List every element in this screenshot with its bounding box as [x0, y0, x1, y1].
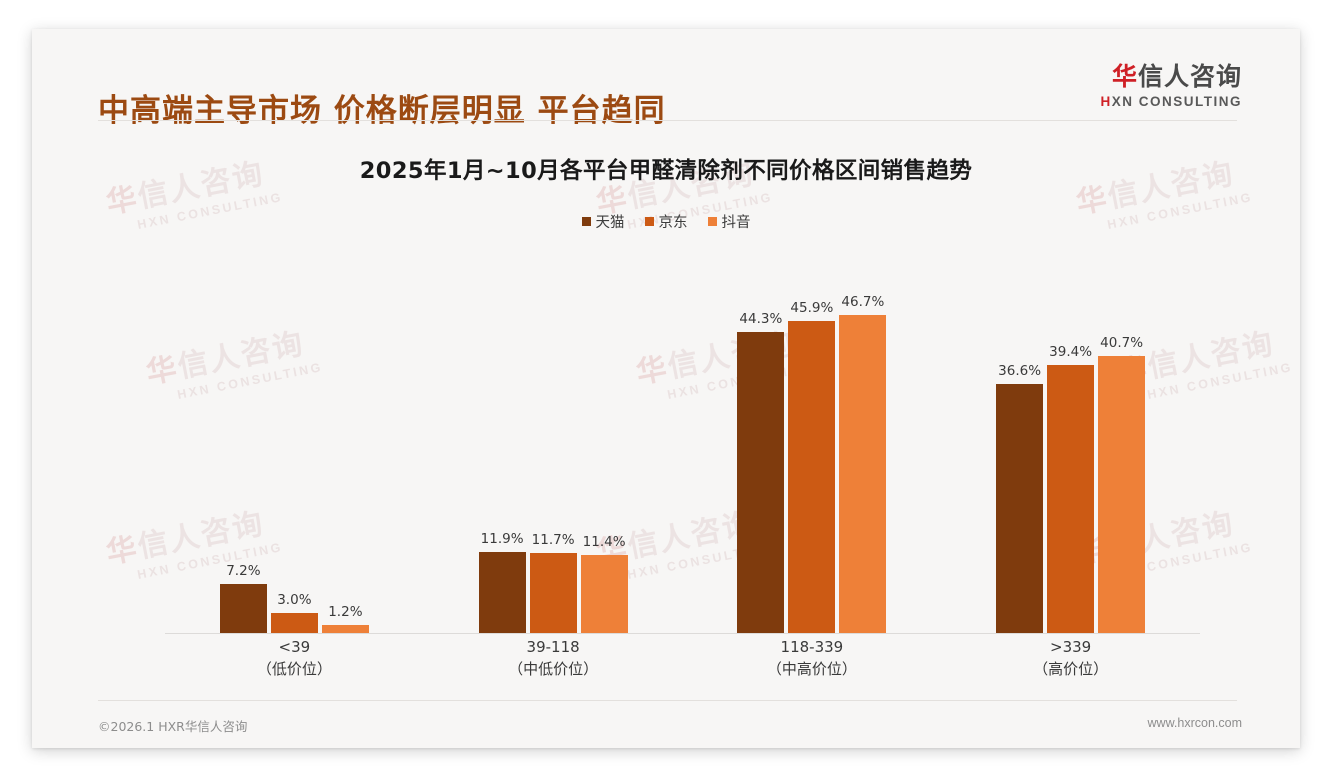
- bar-value-label: 3.0%: [277, 591, 312, 608]
- bar-group-2: 11.9% 11.7% 11.4%: [424, 244, 683, 633]
- legend-swatch-icon: [707, 217, 717, 226]
- bar[interactable]: [737, 331, 785, 633]
- bar-item[interactable]: 11.9%: [478, 244, 526, 633]
- x-axis-label-range: >339: [1050, 638, 1092, 656]
- bar-value-label: 40.7%: [1100, 335, 1144, 352]
- legend-swatch-icon: [644, 217, 654, 226]
- bar-item[interactable]: 7.2%: [219, 244, 267, 633]
- bar[interactable]: [580, 555, 628, 633]
- brand-logo-cn-accent: 华: [1111, 62, 1138, 91]
- x-axis-label-1: <39 （低价位）: [165, 637, 424, 681]
- slide-card: 华信人咨询 HXN CONSULTING 华信人咨询 HXN CONSULTING 华信…: [32, 29, 1300, 748]
- bar[interactable]: [478, 552, 526, 633]
- x-axis-label-range: <39: [278, 638, 311, 656]
- bar-item[interactable]: 45.9%: [788, 244, 836, 633]
- x-axis-labels: <39 （低价位） 39-118 （中低价位） 118-339 （中高价位） >339 （高价…: [165, 637, 1200, 681]
- bar-item[interactable]: 1.2%: [321, 244, 369, 633]
- legend-item-1[interactable]: 天猫: [581, 211, 625, 232]
- bar[interactable]: [839, 315, 887, 633]
- chart-legend: 天猫 京东 抖音: [32, 211, 1300, 232]
- bar-item[interactable]: 44.3%: [737, 244, 785, 633]
- x-axis-label-tier: （中高价位）: [766, 659, 857, 678]
- bar-item[interactable]: 46.7%: [839, 244, 887, 633]
- x-axis-label-4: >339 （高价位）: [941, 637, 1200, 681]
- x-axis-label-tier: （高价位）: [1033, 659, 1109, 678]
- brand-logo-cn-rest: 信人咨询: [1137, 62, 1242, 91]
- footer-divider: [98, 700, 1237, 701]
- chart-title: 2025年1月~10月各平台甲醛清除剂不同价格区间销售趋势: [359, 158, 973, 184]
- bar-item[interactable]: 39.4%: [1047, 244, 1095, 633]
- footer-copyright: ©2026.1 HXR华信人咨询: [98, 719, 248, 734]
- legend-item-3[interactable]: 抖音: [707, 211, 751, 232]
- brand-logo-en-rest: XN CONSULTING: [1111, 94, 1242, 109]
- bar-value-label: 44.3%: [739, 310, 783, 327]
- x-axis-label-range: 118-339: [780, 638, 844, 656]
- x-axis-label-tier: （中低价位）: [508, 659, 599, 678]
- bar-value-label: 45.9%: [790, 299, 834, 316]
- bar-value-label: 39.4%: [1049, 344, 1093, 361]
- brand-logo-en-accent: H: [1100, 94, 1112, 109]
- x-axis-label-2: 39-118 （中低价位）: [424, 637, 683, 681]
- bar-value-label: 7.2%: [226, 563, 261, 580]
- x-axis-label-tier: （低价位）: [256, 659, 332, 678]
- bar-item[interactable]: 40.7%: [1098, 244, 1146, 633]
- footer-website[interactable]: www.hxrcon.com: [1147, 716, 1242, 730]
- bar-value-label: 1.2%: [328, 603, 363, 620]
- chart-plot-area: 7.2% 3.0% 1.2% 11.9% 11.7% 11.4% 44.3% 45.9% 46.…: [165, 244, 1200, 634]
- bar[interactable]: [1047, 365, 1095, 633]
- x-axis-label-range: 39-118: [526, 638, 580, 656]
- bar[interactable]: [270, 612, 318, 633]
- bar[interactable]: [1098, 356, 1146, 633]
- x-axis-label-3: 118-339 （中高价位）: [683, 637, 942, 681]
- bar-item[interactable]: 11.4%: [580, 244, 628, 633]
- bar-value-label: 46.7%: [841, 294, 885, 311]
- bar-groups: 7.2% 3.0% 1.2% 11.9% 11.7% 11.4% 44.3% 45.9% 46.…: [165, 244, 1200, 633]
- legend-item-2[interactable]: 京东: [644, 211, 688, 232]
- bar-value-label: 11.4%: [582, 534, 626, 551]
- legend-swatch-icon: [581, 217, 591, 226]
- bar-item[interactable]: 11.7%: [529, 244, 577, 633]
- header-divider: [98, 120, 1237, 121]
- brand-logo-cn: 华信人咨询: [1101, 64, 1243, 89]
- bar-group-4: 36.6% 39.4% 40.7%: [941, 244, 1200, 633]
- bar-item[interactable]: 36.6%: [996, 244, 1044, 633]
- brand-logo-en: HXN CONSULTING: [1101, 95, 1243, 109]
- page-title: 中高端主导市场 价格断层明显 平台趋同: [98, 93, 666, 129]
- slide-header: 中高端主导市场 价格断层明显 平台趋同 华信人咨询 HXN CONSULTING: [32, 29, 1300, 129]
- bar-group-3: 44.3% 45.9% 46.7%: [683, 244, 942, 633]
- bar-value-label: 11.9%: [480, 531, 524, 548]
- bar[interactable]: [219, 584, 267, 633]
- bar[interactable]: [321, 624, 369, 633]
- bar[interactable]: [996, 384, 1044, 633]
- bar-value-label: 36.6%: [998, 363, 1042, 380]
- x-axis-line: [165, 633, 1200, 634]
- bar-group-1: 7.2% 3.0% 1.2%: [165, 244, 424, 633]
- bar-value-label: 11.7%: [531, 532, 575, 549]
- bar-item[interactable]: 3.0%: [270, 244, 318, 633]
- brand-logo: 华信人咨询 HXN CONSULTING: [1101, 64, 1243, 109]
- bar[interactable]: [788, 320, 836, 633]
- bar[interactable]: [529, 553, 577, 633]
- legend-label: 京东: [658, 215, 688, 231]
- legend-label: 抖音: [721, 215, 751, 231]
- legend-label: 天猫: [595, 215, 625, 231]
